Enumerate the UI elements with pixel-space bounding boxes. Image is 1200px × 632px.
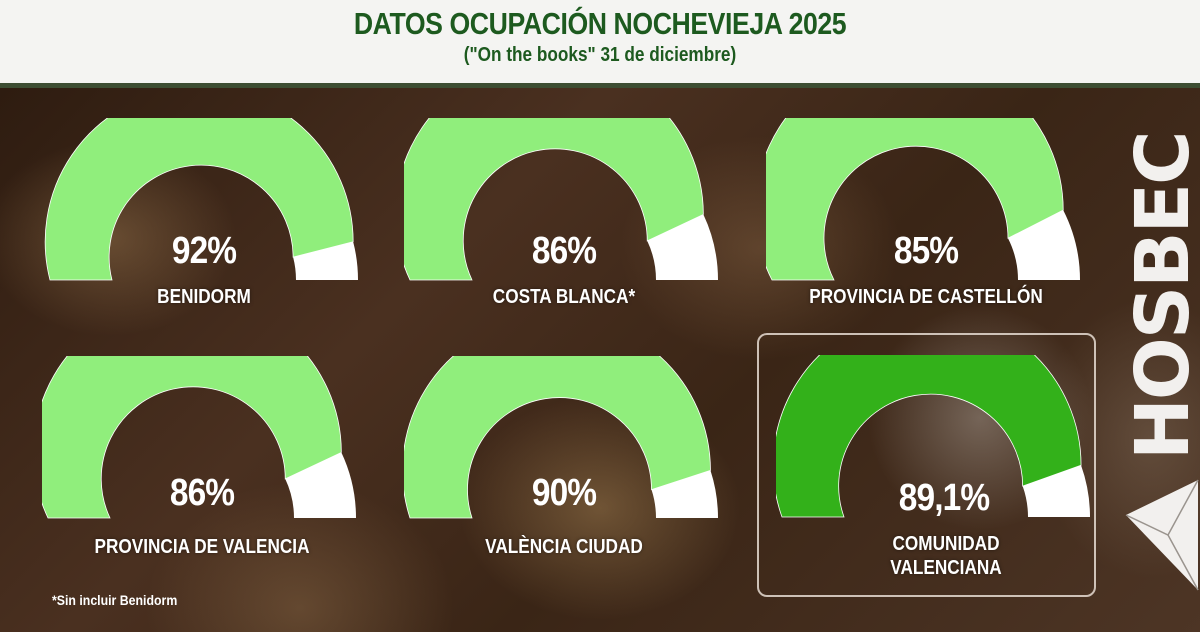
hosbec-logo: HOSBEC <box>1118 110 1200 610</box>
gauge-label: PROVINCIA DE VALENCIA <box>94 536 310 558</box>
gauge-arc <box>766 118 1080 281</box>
gauge-fill <box>404 356 711 519</box>
gauge-fill <box>404 118 704 281</box>
page-subtitle: ("On the books" 31 de diciembre) <box>463 44 737 66</box>
gauge-value: 89,1% <box>898 477 990 519</box>
gauge-value: 86% <box>169 472 235 514</box>
gauge-provincia-valencia: 86% PROVINCIA DE VALENCIA <box>42 356 362 586</box>
gauge-remainder <box>1022 465 1090 517</box>
gauge-benidorm: 92% BENIDORM <box>44 118 364 348</box>
footnote: *Sin incluir Benidorm <box>52 592 178 608</box>
gauge-remainder <box>293 241 358 280</box>
gauge-valencia-ciudad: 90% VALÈNCIA CIUDAD <box>404 356 724 586</box>
gauge-arc <box>404 118 718 281</box>
gauge-label: VALÈNCIA CIUDAD <box>485 536 643 558</box>
gauge-provincia-castellon: 85% PROVINCIA DE CASTELLÓN <box>766 118 1086 348</box>
gauge-label: PROVINCIA DE CASTELLÓN <box>809 286 1043 308</box>
gauge-remainder <box>647 214 718 280</box>
gauge-label-line2: VALENCIANA <box>890 557 1002 579</box>
gauge-fill <box>766 118 1064 281</box>
header-divider <box>0 83 1200 88</box>
gauge-remainder <box>285 452 356 518</box>
gauge-arc <box>42 356 356 519</box>
gauge-label: BENIDORM <box>157 286 251 308</box>
gauge-comunidad-valenciana: 89,1% COMUNIDAD VALENCIANA <box>776 355 1096 585</box>
gauge-costa-blanca: 86% COSTA BLANCA* <box>404 118 724 348</box>
gauge-arc <box>404 356 718 519</box>
highlight-box-comunidad <box>757 333 1096 597</box>
gauge-arc <box>44 118 358 281</box>
gauge-label-line1: COMUNIDAD <box>892 533 1000 555</box>
gauge-fill <box>42 356 342 519</box>
gauge-remainder <box>1007 210 1080 280</box>
gauge-fill <box>776 355 1082 518</box>
gauge-remainder <box>651 470 718 518</box>
gauge-label: COSTA BLANCA* <box>492 286 636 308</box>
page-title: DATOS OCUPACIÓN NOCHEVIEJA 2025 <box>353 6 847 41</box>
gauge-value: 92% <box>171 230 237 272</box>
svg-text:HOSBEC: HOSBEC <box>1120 133 1200 460</box>
hosbec-logo-icon: HOSBEC <box>1120 133 1200 591</box>
gauge-arc <box>776 355 1090 518</box>
gauge-value: 90% <box>531 472 597 514</box>
gauge-value: 85% <box>893 230 959 272</box>
gauge-value: 86% <box>531 230 597 272</box>
header: DATOS OCUPACIÓN NOCHEVIEJA 2025 ("On the… <box>0 0 1200 83</box>
gauge-fill <box>44 118 354 281</box>
